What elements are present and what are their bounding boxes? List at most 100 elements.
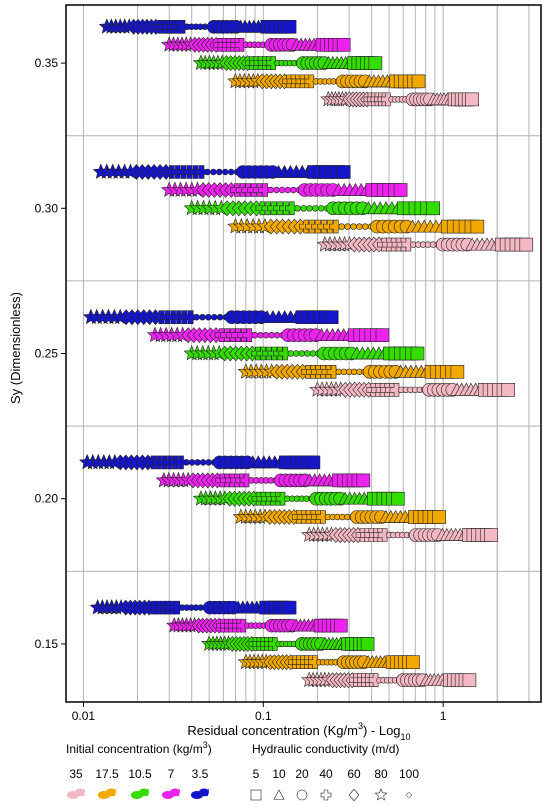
data-point [336, 37, 351, 52]
data-point [193, 313, 200, 321]
data-point [401, 237, 416, 252]
data-point [360, 637, 375, 651]
legend-concentration-title-sup: 3 [203, 740, 208, 750]
data-point [334, 618, 348, 633]
data-point [501, 383, 516, 397]
data-point [282, 600, 297, 615]
legend-symbol-star [374, 788, 388, 801]
legend-swatch-7 [162, 788, 180, 799]
data-point [273, 331, 281, 339]
data-point [258, 183, 272, 197]
y-tick-label: 0.20 [35, 492, 59, 506]
data-point [257, 331, 264, 339]
data-point [273, 186, 280, 194]
data-point [432, 510, 446, 524]
legend-concentration-title: Initial concentration (kg/m3) [66, 740, 212, 756]
data-point [278, 346, 293, 361]
data-point [470, 219, 485, 234]
data-point [406, 655, 420, 670]
x-tick-label: 0.1 [255, 709, 272, 723]
data-point [350, 223, 357, 230]
axis-ticks: 0.01 0.1 1 0.15 0.20 0.25 0.30 0.35 [35, 56, 447, 723]
data-point [312, 205, 319, 212]
data-point [462, 673, 477, 688]
legend-concentration-value: 17.5 [95, 767, 119, 781]
data-point [484, 528, 498, 542]
legend-concentration-items: 35 17.5 10.5 7 3.5 [67, 767, 209, 799]
data-point [356, 473, 371, 488]
data-point [465, 92, 479, 107]
data-point [326, 364, 341, 379]
data-point [450, 364, 465, 379]
legend-conductivity-value: 5 [253, 767, 260, 781]
data-point [199, 313, 206, 321]
data-point [368, 56, 383, 70]
data-point [519, 237, 534, 252]
series-7 [146, 36, 408, 634]
data-point [338, 223, 345, 230]
data-point [298, 350, 306, 357]
data-point [393, 183, 408, 197]
legend-conductivity-title: Hydraulic conductivity (m/d) [252, 742, 399, 756]
data-point [194, 459, 201, 466]
data-point [204, 168, 211, 176]
legend-symbol-circle [296, 789, 308, 801]
data-point [199, 459, 207, 466]
data-point [205, 459, 212, 466]
legend-concentration-title-tail: ) [208, 742, 212, 756]
data-point [410, 346, 425, 361]
series-35 [301, 90, 534, 689]
x-axis-title-tail: ) - Log [363, 723, 401, 738]
legend-swatch-mark [98, 789, 116, 797]
data-point [242, 328, 257, 343]
legend-concentration-value: 10.5 [128, 767, 152, 781]
data-point [210, 168, 217, 176]
y-tick-label: 0.30 [35, 201, 59, 215]
legend-symbol-cross [320, 789, 332, 801]
legend-conductivity-value: 100 [399, 767, 419, 781]
y-tick-label: 0.15 [35, 637, 59, 651]
y-tick-label: 0.35 [35, 56, 59, 70]
data-point [284, 186, 291, 194]
x-axis-title-sub: 10 [401, 732, 411, 742]
legend-swatch-mark [191, 789, 209, 797]
legend-concentration-value: 35 [69, 767, 83, 781]
x-tick-label: 1 [440, 709, 447, 723]
legend-swatch-mark [131, 789, 149, 797]
legend-conductivity-value: 40 [319, 767, 333, 781]
legend-conductivity-value: 20 [295, 767, 309, 781]
data-point [391, 491, 405, 506]
data-point [205, 313, 212, 321]
legend-conductivity-value: 60 [347, 767, 361, 781]
legend-swatch-mark [67, 789, 85, 797]
data-point [170, 600, 185, 615]
data-point [328, 219, 343, 234]
data-point [188, 459, 196, 466]
data-point [306, 455, 321, 470]
legend-symbol-triangle [273, 789, 285, 800]
data-point [216, 313, 224, 321]
data-point [375, 328, 390, 343]
series-3.5 [79, 18, 351, 616]
legend-swatch-35 [67, 788, 85, 799]
data-point [411, 74, 426, 89]
data-point [222, 168, 229, 176]
data-point [174, 455, 188, 470]
legend-symbol-small-circle [406, 792, 412, 798]
data-point [290, 186, 297, 194]
x-axis-title-sup: 3 [358, 721, 363, 731]
legend-swatch-10.5 [131, 788, 149, 799]
legend-conductivity-items: 5 10 20 40 60 80 100 [250, 767, 419, 802]
legend-conductivity-value: 10 [272, 767, 286, 781]
data-point [324, 310, 339, 324]
data-point [278, 186, 286, 194]
data-point [183, 310, 198, 324]
data-point [426, 201, 440, 216]
data-point [293, 350, 300, 357]
data-point [216, 168, 223, 176]
data-point [267, 186, 275, 194]
data-point [356, 223, 363, 230]
series-10.5 [183, 54, 440, 652]
data-point [304, 350, 311, 357]
x-axis-title: Residual concentration (Kg/m3) - Log10 [187, 721, 410, 742]
